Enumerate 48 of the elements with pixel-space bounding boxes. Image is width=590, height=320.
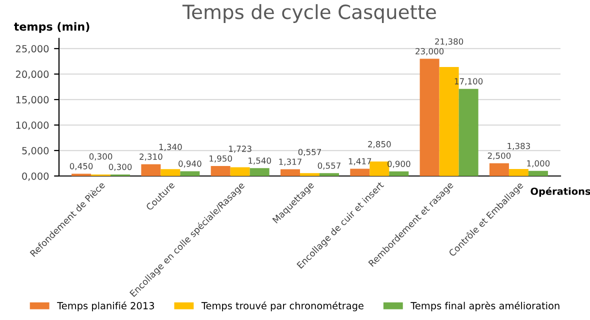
bar — [489, 163, 509, 176]
y-tick-label: 15,000 — [16, 96, 49, 104]
bar — [350, 168, 370, 176]
data-label: 0,557 — [298, 148, 321, 156]
y-tick-label: 10,000 — [16, 122, 49, 130]
bar — [280, 169, 300, 176]
bar — [180, 171, 200, 176]
data-label: 1,417 — [348, 158, 372, 166]
bar — [250, 168, 270, 176]
data-label: 0,450 — [70, 163, 93, 170]
data-label: 21,380 — [435, 38, 464, 46]
bar — [420, 58, 440, 176]
data-label: 1,383 — [508, 142, 530, 150]
chart-title: Temps de cycle Casquette — [182, 4, 436, 23]
bar — [141, 164, 161, 176]
bar — [528, 170, 548, 176]
legend-label: Temps planifié 2013 — [57, 301, 154, 312]
y-tick-label: 0,000 — [22, 172, 49, 181]
data-label: 1,950 — [210, 155, 232, 163]
bar — [370, 161, 390, 176]
bar — [508, 168, 528, 176]
data-label: 0,300 — [108, 164, 132, 171]
data-label: 1,340 — [159, 144, 182, 151]
bar — [320, 173, 340, 176]
bar — [230, 167, 250, 176]
bar — [458, 88, 478, 176]
data-label: 1,540 — [248, 157, 271, 165]
data-label: 2,310 — [140, 154, 162, 161]
bar — [389, 171, 409, 176]
data-label: 1,000 — [527, 160, 550, 168]
y-tick-label: 5,000 — [22, 146, 49, 156]
bar — [160, 169, 180, 176]
x-axis-title: Opérations — [530, 187, 590, 197]
data-label: 2,850 — [368, 141, 391, 148]
data-label: 0,557 — [318, 162, 340, 170]
bar — [300, 173, 320, 176]
data-label: 0,300 — [89, 153, 112, 160]
y-axis-title: temps (min) — [14, 22, 90, 33]
data-label: 0,940 — [178, 160, 202, 168]
data-label: 23,000 — [416, 48, 444, 56]
data-label: 1,317 — [279, 158, 302, 166]
y-tick-label: 25,000 — [16, 45, 49, 54]
data-label: 2,500 — [488, 152, 511, 160]
y-tick-label: 20,000 — [16, 70, 49, 79]
legend-label: Temps final après amélioration — [410, 301, 560, 312]
data-label: 1,723 — [229, 146, 252, 153]
bar — [210, 166, 230, 176]
legend-label: Temps trouvé par chronométrage — [201, 301, 364, 312]
